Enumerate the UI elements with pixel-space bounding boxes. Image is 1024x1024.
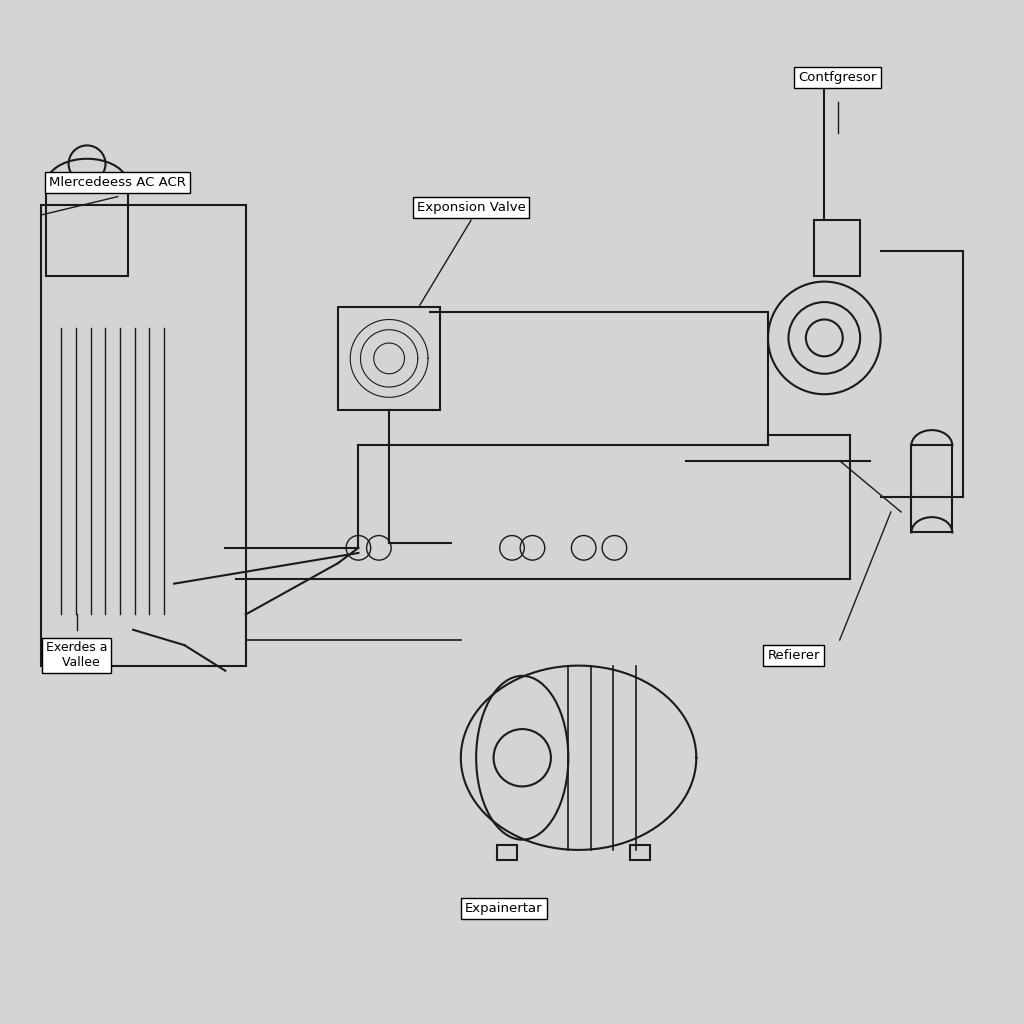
Text: Exerdes a
  Vallee: Exerdes a Vallee [46, 641, 108, 670]
Bar [338, 307, 440, 410]
Text: Contfgresor: Contfgresor [799, 72, 877, 84]
Text: Mlercedeess AC ACR: Mlercedeess AC ACR [49, 176, 186, 188]
Bar [814, 220, 860, 276]
Bar [911, 445, 952, 532]
Text: Exponsion Valve: Exponsion Valve [417, 202, 525, 214]
Text: Expainertar: Expainertar [465, 902, 543, 914]
Text: Refierer: Refierer [767, 649, 820, 662]
